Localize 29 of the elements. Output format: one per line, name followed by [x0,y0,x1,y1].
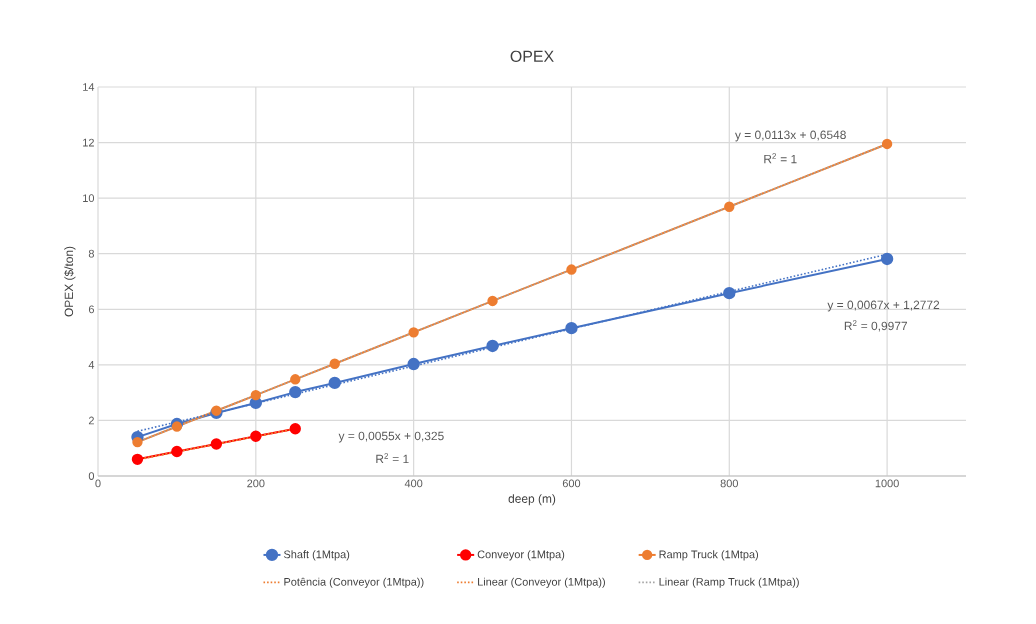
annotation: y = 0,0055x + 0,325 [338,431,444,443]
legend-label: Linear (Conveyor (1Mtpa)) [478,577,605,588]
x-axis-title: deep (m) [508,494,556,506]
y-tick-label: 4 [88,361,95,369]
x-tick-label: 600 [562,479,581,488]
annotation: R$^{2}$ = 1 [764,153,797,164]
legend-label: Linear (Ramp Truck (1Mtpa)) [659,577,799,588]
y-tick-label: 0 [88,472,95,480]
y-tick-label: 10 [83,194,95,203]
y-tick-label: 6 [88,305,94,314]
legend-label: Shaft (1Mtpa) [283,550,350,561]
chart-title: OPEX [510,50,554,62]
y-axis-title: OPEX ($/ton) [64,246,76,317]
annotation: R$^{2}$ = 0,9977 [844,320,907,332]
y-tick-label: 14 [83,83,95,91]
x-tick-label: 0 [95,479,101,488]
x-tick-label: 200 [247,479,265,488]
legend-label: Ramp Truck (1Mtpa) [659,550,759,561]
annotation: y = 0,0067x + 1,2772 [827,300,940,312]
x-tick-label: 1000 [875,479,899,488]
legend-label: Conveyor (1Mtpa) [477,550,565,561]
x-tick-label: 400 [404,479,423,488]
legend-label: Potência (Conveyor (1Mtpa)) [284,577,424,588]
annotation: y = 0,0113x + 0,6548 [734,130,846,142]
y-tick-label: 2 [88,416,94,425]
x-tick-label: 800 [720,479,738,488]
y-tick-label: 8 [88,249,94,258]
y-tick-label: 12 [83,138,94,147]
annotation: R$^{2}$ = 1 [376,453,409,464]
